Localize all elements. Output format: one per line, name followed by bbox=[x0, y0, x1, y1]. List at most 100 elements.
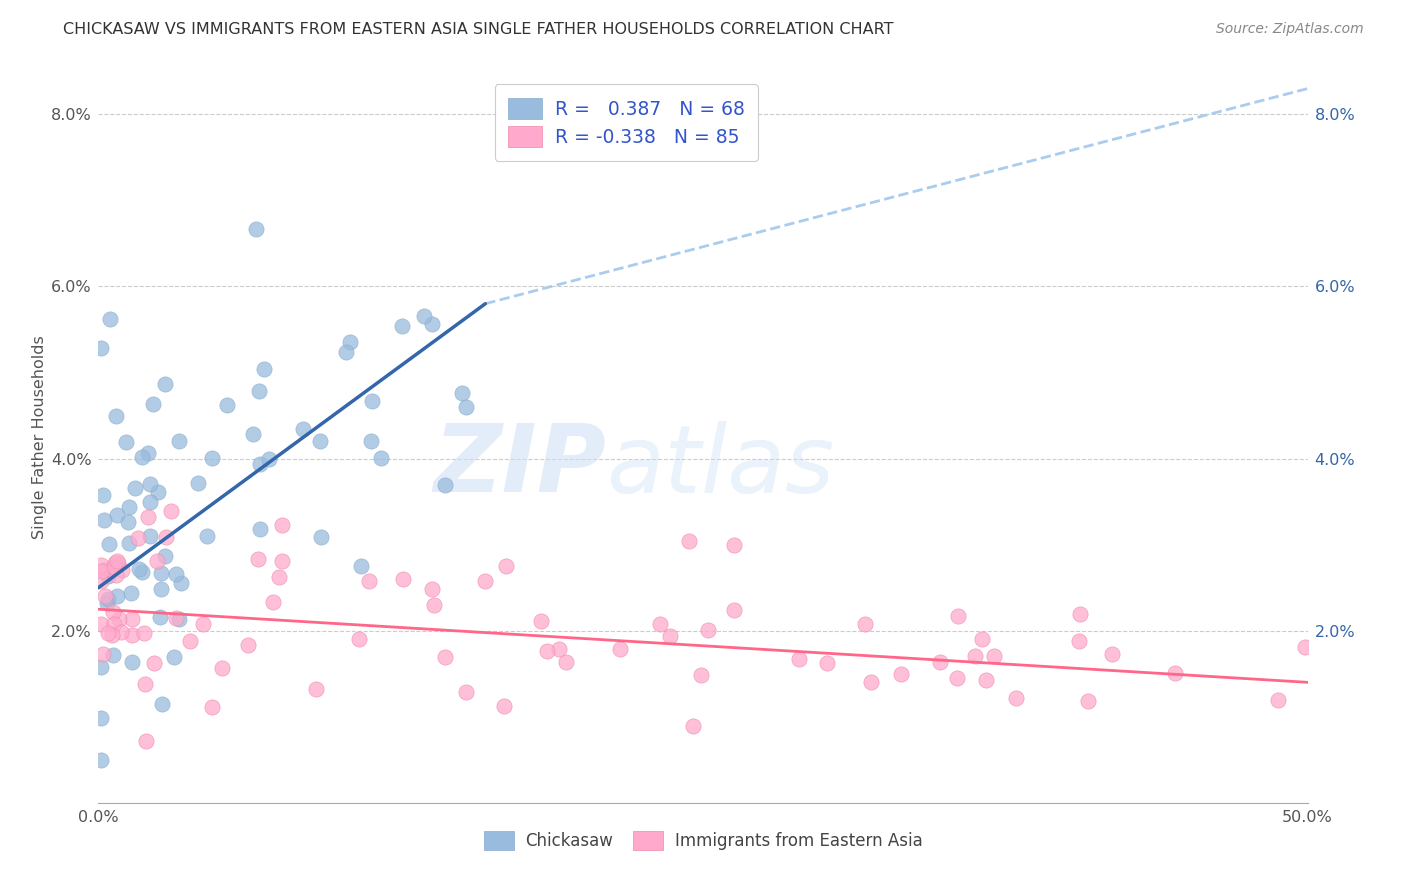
Point bbox=[90, 565, 112, 579]
Point bbox=[136, 446, 159, 460]
Point bbox=[474, 574, 496, 589]
Point bbox=[131, 565, 153, 579]
Point bbox=[815, 656, 838, 670]
Point bbox=[90, 342, 112, 356]
Point bbox=[97, 592, 120, 607]
Point bbox=[90, 711, 112, 725]
Point bbox=[128, 562, 150, 576]
Point bbox=[335, 345, 357, 359]
Point bbox=[107, 508, 129, 522]
Point bbox=[262, 595, 284, 609]
Point bbox=[155, 530, 177, 544]
Point bbox=[142, 656, 165, 670]
Point bbox=[678, 533, 700, 548]
Point bbox=[211, 661, 233, 675]
Point bbox=[247, 552, 270, 566]
Point bbox=[101, 605, 124, 619]
Point bbox=[859, 675, 882, 690]
Point bbox=[120, 586, 142, 600]
Point bbox=[1069, 607, 1091, 622]
Point bbox=[153, 549, 176, 564]
Point bbox=[98, 537, 121, 551]
Point bbox=[90, 660, 112, 674]
Point bbox=[359, 574, 381, 588]
Point bbox=[495, 559, 517, 574]
Point bbox=[121, 656, 143, 670]
Point bbox=[105, 553, 128, 567]
Point bbox=[974, 673, 997, 687]
Point bbox=[1005, 691, 1028, 706]
Point bbox=[103, 616, 125, 631]
Point bbox=[292, 421, 315, 435]
Point bbox=[456, 684, 478, 698]
Point bbox=[121, 612, 143, 626]
Point bbox=[361, 393, 384, 408]
Point bbox=[305, 682, 328, 697]
Legend: Chickasaw, Immigrants from Eastern Asia: Chickasaw, Immigrants from Eastern Asia bbox=[477, 824, 929, 856]
Point bbox=[259, 452, 281, 467]
Point bbox=[101, 648, 124, 663]
Point bbox=[124, 481, 146, 495]
Point bbox=[110, 624, 132, 639]
Point bbox=[339, 334, 361, 349]
Point bbox=[167, 612, 190, 626]
Point bbox=[149, 582, 172, 596]
Point bbox=[350, 558, 373, 573]
Point bbox=[138, 529, 160, 543]
Point bbox=[420, 582, 443, 596]
Text: atlas: atlas bbox=[606, 421, 835, 512]
Point bbox=[1267, 693, 1289, 707]
Point bbox=[271, 554, 294, 568]
Point bbox=[91, 488, 114, 502]
Point bbox=[1069, 634, 1091, 648]
Point bbox=[450, 386, 472, 401]
Point bbox=[90, 574, 112, 589]
Point bbox=[100, 628, 122, 642]
Point bbox=[96, 596, 118, 610]
Point bbox=[131, 450, 153, 464]
Point bbox=[697, 623, 720, 637]
Point bbox=[150, 566, 173, 580]
Point bbox=[132, 626, 155, 640]
Point bbox=[197, 529, 219, 543]
Point bbox=[946, 609, 969, 624]
Y-axis label: Single Father Households: Single Father Households bbox=[32, 335, 48, 539]
Point bbox=[127, 532, 149, 546]
Point bbox=[118, 536, 141, 550]
Point bbox=[682, 719, 704, 733]
Point bbox=[269, 570, 291, 584]
Point bbox=[242, 426, 264, 441]
Point bbox=[179, 634, 201, 648]
Text: ZIP: ZIP bbox=[433, 420, 606, 512]
Point bbox=[929, 655, 952, 669]
Point bbox=[90, 616, 112, 631]
Point bbox=[247, 384, 270, 399]
Point bbox=[135, 734, 157, 748]
Point bbox=[433, 650, 456, 665]
Point bbox=[103, 560, 125, 574]
Point bbox=[434, 478, 457, 492]
Point bbox=[108, 611, 131, 625]
Point bbox=[659, 629, 682, 643]
Point bbox=[136, 509, 159, 524]
Point bbox=[391, 572, 413, 586]
Point bbox=[983, 648, 1005, 663]
Point bbox=[423, 598, 446, 612]
Point bbox=[420, 318, 443, 332]
Point bbox=[94, 589, 117, 603]
Point bbox=[1101, 647, 1123, 661]
Point bbox=[308, 434, 330, 448]
Point bbox=[201, 700, 224, 714]
Point bbox=[163, 650, 186, 665]
Point bbox=[121, 628, 143, 642]
Point bbox=[360, 434, 382, 448]
Point bbox=[115, 435, 138, 450]
Point bbox=[139, 477, 162, 491]
Point bbox=[160, 504, 183, 518]
Point bbox=[249, 457, 271, 471]
Point bbox=[609, 642, 631, 657]
Point bbox=[93, 513, 115, 527]
Point bbox=[134, 677, 156, 691]
Point bbox=[148, 485, 170, 500]
Point bbox=[890, 667, 912, 681]
